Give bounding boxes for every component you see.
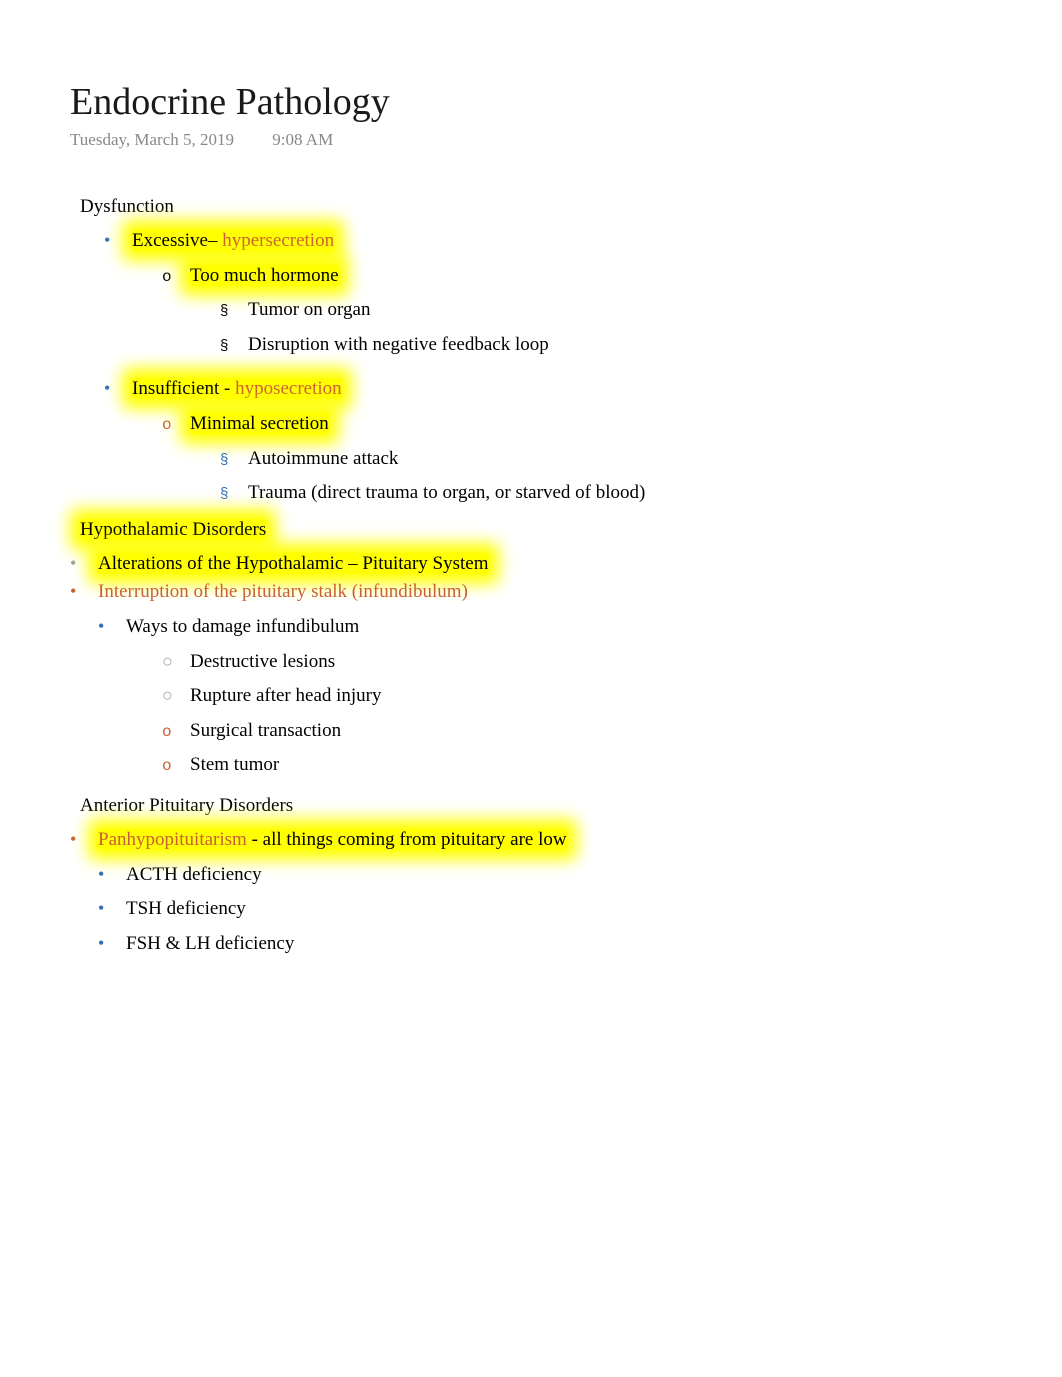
highlight: Hypothalamic Disorders (80, 519, 266, 540)
deficiency: FSH & LH deficiency (126, 931, 294, 958)
panhypopituitarism-line: Panhypopituitarism - all things coming f… (98, 827, 567, 854)
desc: all things coming from pituitary are low (263, 829, 567, 850)
term: hyposecretion (235, 378, 342, 399)
bullet-section-icon: § (220, 337, 248, 354)
list-item: o Stem tumor (162, 752, 992, 779)
list-item: § Autoimmune attack (220, 446, 992, 473)
list-item: Alterations of the Hypothalamic – Pituit… (70, 551, 992, 578)
highlight: Alterations of the Hypothalamic – Pituit… (98, 553, 489, 574)
page-meta: Tuesday, March 5, 2019 9:08 AM (70, 130, 992, 150)
list-item: § Tumor on organ (220, 297, 992, 324)
bullet-dot-icon (98, 898, 126, 919)
list-item: Insufficient - hyposecretion (104, 376, 992, 403)
highlight: Too much hormone (190, 265, 339, 286)
bullet-dot-icon (104, 230, 132, 251)
cause: Tumor on organ (248, 297, 370, 324)
list-item: Excessive– hypersecretion (104, 228, 992, 255)
dash: - (224, 378, 230, 399)
bullet-dot-icon (104, 378, 132, 399)
bullet-dot-icon (70, 829, 98, 850)
list-item: o Minimal secretion (162, 411, 992, 438)
list-item: Ways to damage infundibulum (98, 614, 992, 641)
bullet-dot-icon (98, 933, 126, 954)
sub-label: Minimal secretion (190, 411, 329, 438)
deficiency: TSH deficiency (126, 896, 246, 923)
list-item: § Trauma (direct trauma to organ, or sta… (220, 480, 992, 507)
page-title: Endocrine Pathology (70, 80, 992, 124)
list-item: § Disruption with negative feedback loop (220, 332, 992, 359)
list-item: Destructive lesions (162, 649, 992, 676)
bullet-section-icon: § (220, 485, 248, 502)
way: Rupture after head injury (190, 683, 382, 710)
list-item: FSH & LH deficiency (98, 931, 992, 958)
highlight: Insufficient - hyposecretion (132, 378, 342, 399)
ways-label: Ways to damage infundibulum (126, 614, 359, 641)
bullet-section-icon: § (220, 302, 248, 319)
list-item: o Too much hormone (162, 263, 992, 290)
label: Insufficient (132, 378, 219, 399)
term: hypersecretion (222, 230, 334, 251)
bullet-section-icon: § (220, 451, 248, 468)
section-dysfunction-heading: Dysfunction (80, 196, 992, 218)
bullet-o-icon: o (162, 723, 190, 741)
dysfunction-insufficient: Insufficient - hyposecretion (132, 376, 342, 403)
way: Destructive lesions (190, 649, 335, 676)
meta-date: Tuesday, March 5, 2019 (70, 130, 234, 150)
bullet-o-icon: o (162, 416, 190, 434)
list-item: Rupture after head injury (162, 683, 992, 710)
bullet-dot-icon (98, 864, 126, 885)
cause: Disruption with negative feedback loop (248, 332, 549, 359)
way: Surgical transaction (190, 718, 341, 745)
term: Panhypopituitarism (98, 829, 247, 850)
highlight: Panhypopituitarism - all things coming f… (98, 829, 567, 850)
dash: - (252, 829, 258, 850)
bullet-dot-icon (98, 616, 126, 637)
list-item: TSH deficiency (98, 896, 992, 923)
deficiency: ACTH deficiency (126, 862, 262, 889)
meta-time: 9:08 AM (272, 130, 333, 150)
list-item: o Surgical transaction (162, 718, 992, 745)
bullet-dot-icon (70, 553, 98, 574)
label: Excessive (132, 230, 208, 251)
highlight: Excessive– hypersecretion (132, 230, 334, 251)
cause: Autoimmune attack (248, 446, 398, 473)
cause: Trauma (direct trauma to organ, or starv… (248, 480, 645, 507)
dysfunction-excessive: Excessive– hypersecretion (132, 228, 334, 255)
highlight: Minimal secretion (190, 413, 329, 434)
hypothalamic-line1: Alterations of the Hypothalamic – Pituit… (98, 551, 489, 578)
bullet-ring-icon (162, 651, 190, 672)
way: Stem tumor (190, 752, 279, 779)
sub-label: Too much hormone (190, 263, 339, 290)
section-anterior-heading: Anterior Pituitary Disorders (80, 795, 992, 817)
bullet-o-icon: o (162, 268, 190, 286)
bullet-ring-icon (162, 685, 190, 706)
bullet-o-icon: o (162, 757, 190, 775)
list-item: Interruption of the pituitary stalk (inf… (70, 579, 992, 606)
hypothalamic-line2: Interruption of the pituitary stalk (inf… (98, 579, 468, 606)
section-hypothalamic-heading: Hypothalamic Disorders (80, 519, 992, 541)
dash: – (208, 230, 218, 251)
bullet-dot-icon (70, 581, 98, 602)
list-item: ACTH deficiency (98, 862, 992, 889)
list-item: Panhypopituitarism - all things coming f… (70, 827, 992, 854)
